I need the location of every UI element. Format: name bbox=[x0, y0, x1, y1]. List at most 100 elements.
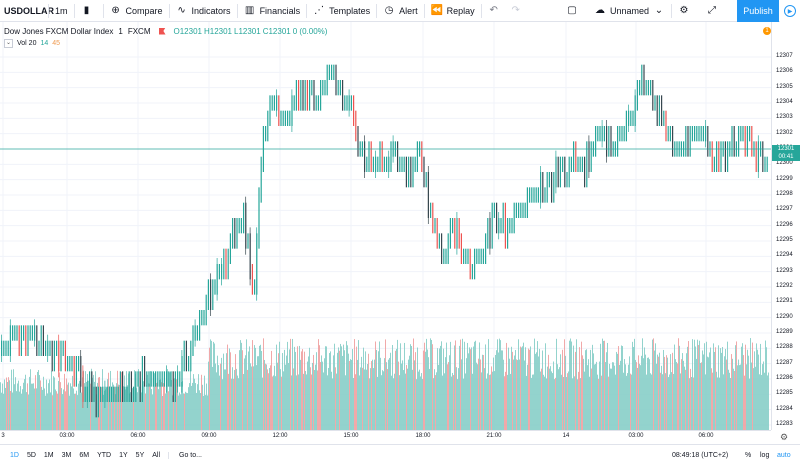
volume-bar bbox=[623, 372, 624, 430]
volume-bar bbox=[562, 349, 563, 430]
volume-bar bbox=[564, 339, 565, 430]
volume-bar bbox=[185, 391, 186, 430]
candle bbox=[260, 156, 262, 203]
candle bbox=[357, 126, 359, 157]
volume-bar bbox=[131, 379, 132, 430]
volume-bar bbox=[365, 351, 366, 430]
candle bbox=[355, 110, 357, 142]
auto-scale-button[interactable]: auto bbox=[777, 452, 791, 459]
volume-bar bbox=[679, 345, 680, 430]
candle bbox=[603, 126, 605, 142]
clock-display[interactable]: 08:49:18 (UTC+2) bbox=[672, 452, 729, 459]
candle bbox=[625, 110, 627, 142]
chart-pane[interactable] bbox=[0, 22, 771, 430]
volume-bar bbox=[312, 362, 313, 430]
price-scale[interactable]: 12307 12306 12305 12304 12303 12302 12301 12300… bbox=[771, 22, 800, 430]
indicators-button[interactable]: ∿ Indicators bbox=[170, 0, 237, 22]
bar-countdown-label: 00:41 bbox=[772, 153, 800, 161]
flag-icon[interactable] bbox=[158, 27, 166, 35]
range-button-5d[interactable]: 5D bbox=[26, 452, 36, 459]
volume-bar bbox=[678, 338, 679, 430]
volume-bar bbox=[330, 351, 331, 430]
volume-bar bbox=[273, 375, 274, 430]
range-button-5y[interactable]: 5Y bbox=[135, 452, 145, 459]
log-scale-button[interactable]: log bbox=[760, 452, 770, 459]
candle bbox=[727, 141, 729, 172]
volume-bar bbox=[262, 377, 263, 430]
alert-count-badge[interactable]: 1 bbox=[763, 27, 771, 35]
volume-bar bbox=[430, 338, 431, 430]
range-button-3m[interactable]: 3M bbox=[61, 452, 72, 459]
settings-button[interactable]: ⚙ bbox=[672, 0, 700, 22]
volume-bar bbox=[353, 378, 354, 430]
range-button-all[interactable]: All bbox=[152, 452, 161, 459]
volume-bar bbox=[76, 390, 77, 430]
candle bbox=[542, 172, 544, 203]
volume-bar bbox=[323, 372, 324, 430]
volume-bar bbox=[315, 364, 316, 430]
stream-button[interactable]: ▶ bbox=[780, 0, 800, 22]
candle bbox=[199, 310, 201, 341]
volume-bar bbox=[638, 355, 639, 430]
volume-bar bbox=[10, 390, 11, 430]
indicators-icon: ∿ bbox=[177, 4, 186, 16]
candle bbox=[441, 233, 443, 264]
volume-bar bbox=[211, 340, 212, 430]
range-button-6m[interactable]: 6M bbox=[79, 452, 90, 459]
candle bbox=[27, 325, 29, 356]
volume-bar bbox=[661, 365, 662, 430]
volume-bar bbox=[688, 341, 689, 430]
candle bbox=[408, 156, 410, 188]
collapse-chevron-icon[interactable]: ⌄ bbox=[4, 39, 13, 48]
volume-bar bbox=[270, 365, 271, 430]
volume-bar bbox=[238, 378, 239, 430]
volume-bar bbox=[459, 345, 460, 430]
goto-button[interactable]: Go to... bbox=[168, 452, 202, 459]
volume-bar bbox=[581, 341, 582, 430]
volume-bar bbox=[184, 393, 185, 430]
alert-button[interactable]: ◷ Alert bbox=[377, 0, 424, 22]
candle bbox=[489, 218, 491, 249]
undo-button[interactable]: ↶ bbox=[482, 0, 510, 22]
volume-bar bbox=[140, 380, 141, 430]
price-chart[interactable] bbox=[0, 22, 771, 430]
volume-bar bbox=[232, 367, 233, 430]
volume-bar bbox=[447, 364, 448, 430]
volume-bar bbox=[146, 385, 147, 430]
volume-bar bbox=[52, 395, 53, 430]
volume-bar bbox=[233, 378, 234, 430]
range-button-1y[interactable]: 1Y bbox=[119, 452, 128, 459]
fullscreen-layout-button[interactable]: ▢ bbox=[560, 0, 588, 22]
candle bbox=[531, 187, 533, 203]
volume-bar bbox=[515, 350, 516, 430]
candle bbox=[744, 126, 746, 157]
chart-style-button[interactable]: ▮ bbox=[75, 0, 103, 22]
expand-button[interactable]: ⤢ bbox=[700, 0, 728, 22]
compare-button[interactable]: ⊕ Compare bbox=[104, 0, 169, 22]
volume-bar bbox=[420, 376, 421, 430]
range-button-1m[interactable]: 1M bbox=[43, 452, 54, 459]
volume-bar bbox=[178, 395, 179, 430]
volume-bar bbox=[371, 361, 372, 430]
volume-bar bbox=[498, 352, 499, 430]
scale-settings-gear-icon[interactable]: ⚙ bbox=[780, 432, 789, 442]
percent-scale-button[interactable]: % bbox=[745, 452, 752, 459]
replay-button[interactable]: ⏪ Replay bbox=[425, 0, 481, 22]
redo-button[interactable]: ↷ bbox=[510, 0, 532, 22]
volume-bar bbox=[157, 382, 158, 430]
volume-bar bbox=[453, 375, 454, 430]
symbol-search-button[interactable]: USDOLLAR bbox=[4, 5, 54, 16]
range-button-ytd[interactable]: YTD bbox=[97, 452, 112, 459]
candle bbox=[179, 371, 181, 387]
volume-bar bbox=[705, 374, 706, 430]
financials-button[interactable]: ▥ Financials bbox=[238, 0, 307, 22]
volume-bar bbox=[66, 378, 67, 430]
volume-bar bbox=[509, 358, 510, 430]
publish-button[interactable]: Publish bbox=[737, 0, 779, 22]
time-scale[interactable]: 3 03:00 06:00 09:00 12:00 15:00 18:00 21:00 14 03… bbox=[0, 430, 771, 444]
volume-bar bbox=[533, 374, 534, 430]
interval-button[interactable]: 1m bbox=[55, 5, 68, 16]
range-button-1d[interactable]: 1D bbox=[10, 452, 19, 459]
layout-name-button[interactable]: ☁ Unnamed ⌄ bbox=[588, 0, 671, 22]
templates-button[interactable]: ⋰ Templates bbox=[307, 0, 376, 22]
